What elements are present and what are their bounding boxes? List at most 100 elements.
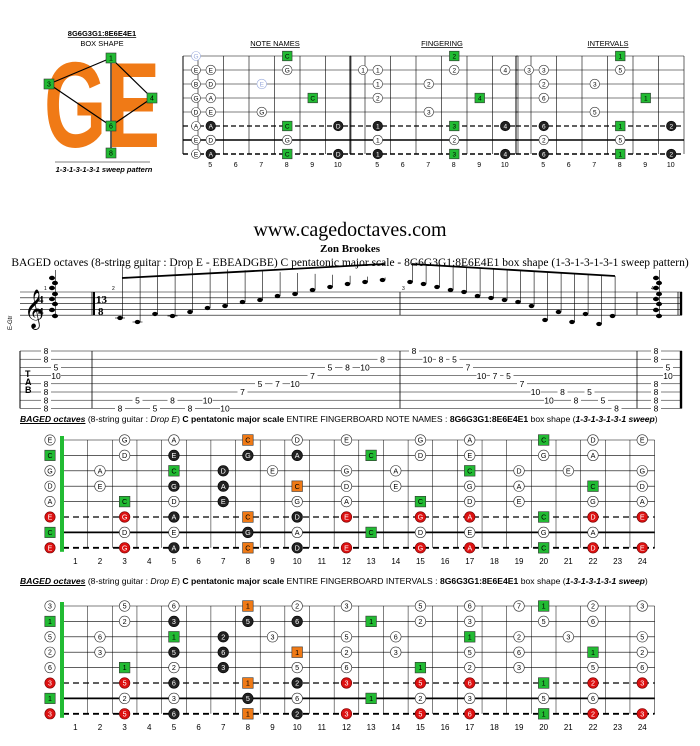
marker-shape [191,135,201,145]
small-board-note: C [307,92,318,104]
marker-label: D [122,451,127,460]
small-board-note: E [256,78,267,90]
marker-shape [168,434,180,446]
marker-shape [414,600,427,612]
marker-shape [340,600,353,612]
fretboard-note: D [513,465,525,477]
small-fret-number: 5 [208,162,212,169]
small-board-note: 1 [615,148,626,160]
marker-shape [168,449,180,462]
marker-shape [105,147,117,159]
fretboard-note: 2 [587,600,599,612]
fret-number: 5 [172,557,177,566]
fretboard-note: 3 [168,615,180,628]
small-board-note: C [282,120,293,132]
fret-number: 13 [367,723,376,732]
fretboard-note: A [464,511,476,523]
fret-number: 3 [122,723,127,732]
marker-shape [365,449,377,462]
marker-shape [291,646,303,658]
marker-shape [119,677,131,689]
small-board-note: 2 [538,134,549,146]
scale-notehead [292,291,298,297]
site-url[interactable]: www.cagedoctaves.com [253,219,447,241]
fretboard-note: G [119,542,131,554]
tab-scale-number: 8 [345,363,350,373]
tab-number-bg [651,395,661,405]
marker-shape [256,106,267,118]
marker-shape [168,677,180,689]
fretboard-note: 3 [464,615,476,628]
marker-label: D [418,451,423,460]
marker-shape [513,480,525,492]
chord-notehead [52,291,58,297]
fret-number: 17 [465,557,474,566]
marker-label: C [541,436,546,445]
open-string-marker: 1 [358,65,368,75]
fretboard-note: A [464,542,476,554]
fretboard-note: G [291,496,303,508]
marker-shape [538,677,550,689]
fretboard-note: 3 [94,646,106,658]
marker-shape [205,78,216,90]
marker-label: E [194,151,199,158]
scale-description: BAGED octaves (8-string guitar : Drop E … [11,257,689,269]
marker-shape [256,78,267,90]
marker-label: 3 [468,694,472,703]
fret-number: 12 [342,723,351,732]
tab-number-bg [202,395,213,405]
box-shape-label: BOX SHAPE [80,39,123,48]
fretboard-note: A [390,465,402,477]
fret-number: 22 [589,723,598,732]
marker-shape [119,511,131,523]
chord-notehead [653,296,659,302]
fret-number: 4 [147,557,152,566]
marker-shape [291,542,303,554]
marker-label: E [640,436,645,445]
marker-shape [589,78,600,90]
marker-shape [464,511,476,523]
marker-label: 6 [468,602,472,611]
marker-shape [562,465,574,477]
tab-number-bg [325,362,335,372]
fretboard-note: 1 [414,661,427,674]
marker-shape [44,708,56,720]
marker-shape [44,434,56,446]
tab-scale-number: 7 [520,379,525,389]
small-board-note: 3 [449,148,460,160]
small-board-note: 2 [423,78,434,90]
marker-shape [105,52,117,64]
marker-shape [414,434,427,446]
fretboard-note: 3 [390,646,402,658]
tab-number-bg [132,395,143,405]
tab-scale-number: 8 [560,387,565,397]
fretboard-note: G [168,480,180,492]
scale-notehead [204,305,211,311]
fret-number: 24 [638,723,647,732]
marker-label: B [194,81,198,88]
fretboard-note: C [538,542,550,554]
fretboard-note: 2 [119,615,131,628]
fret-number: 6 [196,723,201,732]
scale-notehead [501,297,508,303]
marker-label: 2 [452,67,456,74]
fret-number: 2 [98,557,103,566]
marker-label: 2 [376,95,380,102]
marker-shape [44,526,56,538]
marker-shape [44,496,56,508]
scale-notehead [528,303,535,309]
marker-label: 2 [295,679,299,688]
marker-label: D [590,513,595,522]
fret-number: 19 [515,557,524,566]
marker-shape [464,631,476,643]
marker-shape [538,511,550,523]
fretboard-note: 3 [636,677,648,689]
marker-label: 8 [109,151,113,158]
marker-shape [191,121,201,131]
pattern-caption: 1-3-1-3-1-3-1 sweep pattern [56,165,153,174]
marker-shape [266,465,279,477]
scale-notehead [582,311,589,317]
marker-label: G [344,466,350,475]
fretboard-note: 3 [464,692,476,705]
marker-shape [242,615,254,628]
